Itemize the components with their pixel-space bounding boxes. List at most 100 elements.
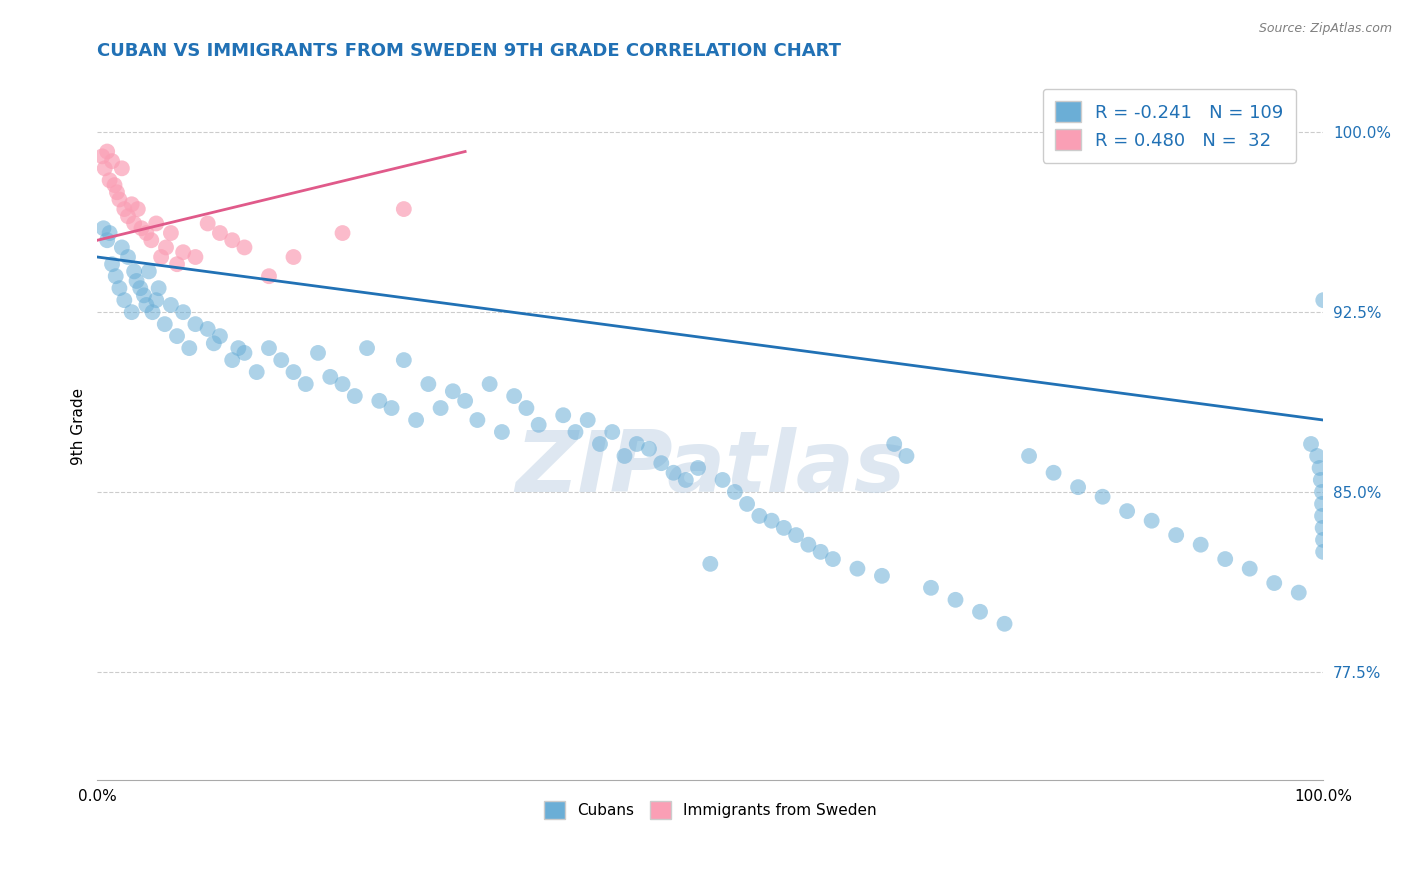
Point <box>650 456 672 470</box>
Point <box>283 365 305 379</box>
Point <box>613 449 636 463</box>
Point <box>101 154 124 169</box>
Point <box>166 329 188 343</box>
Point <box>883 437 905 451</box>
Point <box>319 370 342 384</box>
Point <box>129 281 152 295</box>
Point <box>600 425 623 439</box>
Point <box>626 437 648 451</box>
Point <box>104 269 127 284</box>
Point <box>150 250 173 264</box>
Point <box>257 269 280 284</box>
Point <box>332 377 354 392</box>
Point <box>294 377 316 392</box>
Point <box>1312 293 1334 308</box>
Point <box>356 341 378 355</box>
Point <box>135 226 157 240</box>
Point <box>392 202 415 216</box>
Point <box>1213 552 1236 566</box>
Point <box>1306 449 1329 463</box>
Point <box>208 329 231 343</box>
Point <box>1189 538 1212 552</box>
Point <box>153 317 176 331</box>
Point <box>197 217 219 231</box>
Point <box>121 305 143 319</box>
Point <box>993 616 1015 631</box>
Point <box>711 473 734 487</box>
Point <box>221 233 243 247</box>
Point <box>1312 545 1334 559</box>
Point <box>478 377 501 392</box>
Point <box>368 393 391 408</box>
Point <box>93 161 115 176</box>
Point <box>662 466 685 480</box>
Point <box>111 240 134 254</box>
Point <box>148 281 170 295</box>
Point <box>132 288 155 302</box>
Point <box>870 569 893 583</box>
Point <box>392 353 415 368</box>
Point <box>117 209 139 223</box>
Point <box>101 257 124 271</box>
Point <box>103 178 125 193</box>
Point <box>896 449 918 463</box>
Point <box>418 377 440 392</box>
Point <box>332 226 354 240</box>
Point <box>1299 437 1322 451</box>
Point <box>564 425 586 439</box>
Text: ZIPatlas: ZIPatlas <box>515 427 905 510</box>
Point <box>343 389 366 403</box>
Point <box>503 389 526 403</box>
Point <box>1312 533 1334 547</box>
Point <box>748 508 770 523</box>
Point <box>93 221 115 235</box>
Point <box>969 605 991 619</box>
Point <box>166 257 188 271</box>
Point <box>1067 480 1090 494</box>
Point <box>381 401 404 415</box>
Point <box>246 365 269 379</box>
Point <box>405 413 427 427</box>
Point <box>233 240 256 254</box>
Point <box>108 281 131 295</box>
Point <box>228 341 250 355</box>
Point <box>145 217 167 231</box>
Point <box>1310 485 1333 500</box>
Point <box>773 521 796 535</box>
Point <box>761 514 783 528</box>
Text: Source: ZipAtlas.com: Source: ZipAtlas.com <box>1258 22 1392 36</box>
Point <box>257 341 280 355</box>
Point <box>429 401 451 415</box>
Point <box>467 413 489 427</box>
Point <box>160 298 183 312</box>
Point <box>197 322 219 336</box>
Point <box>127 202 149 216</box>
Point <box>1239 562 1261 576</box>
Point <box>121 197 143 211</box>
Point <box>184 317 207 331</box>
Point <box>1312 521 1334 535</box>
Point <box>135 298 157 312</box>
Point <box>735 497 758 511</box>
Point <box>675 473 697 487</box>
Point <box>141 233 163 247</box>
Point <box>221 353 243 368</box>
Point <box>920 581 942 595</box>
Point <box>208 226 231 240</box>
Point <box>810 545 832 559</box>
Point <box>96 233 118 247</box>
Point <box>576 413 599 427</box>
Point <box>1288 585 1310 599</box>
Point <box>1166 528 1188 542</box>
Point <box>1140 514 1163 528</box>
Point <box>1042 466 1064 480</box>
Legend: Cubans, Immigrants from Sweden: Cubans, Immigrants from Sweden <box>537 795 883 825</box>
Point <box>122 264 145 278</box>
Point <box>108 193 131 207</box>
Point <box>131 221 153 235</box>
Point <box>491 425 513 439</box>
Point <box>454 393 477 408</box>
Point <box>638 442 661 456</box>
Point <box>111 161 134 176</box>
Y-axis label: 9th Grade: 9th Grade <box>72 387 86 465</box>
